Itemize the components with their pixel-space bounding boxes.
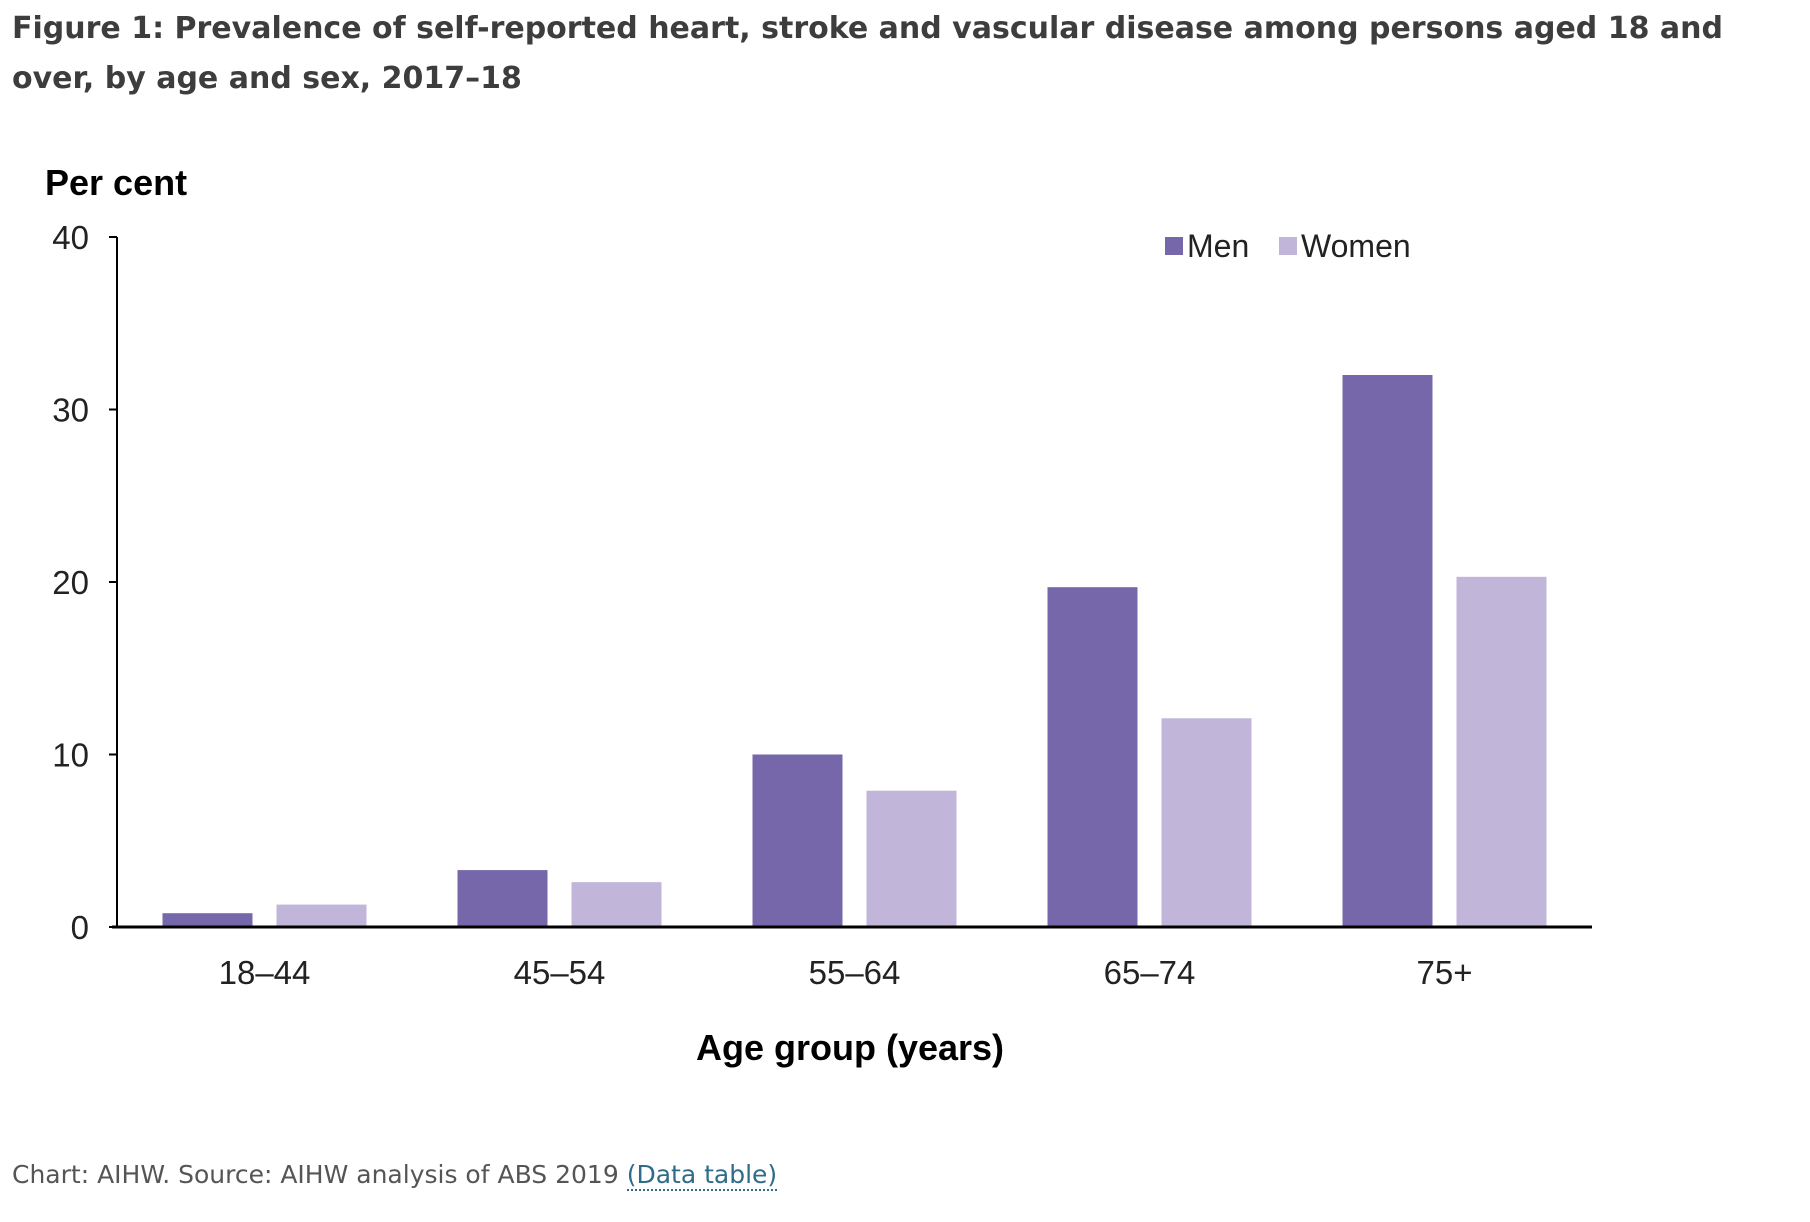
bar-men-3 — [1047, 587, 1138, 927]
bars-group — [162, 375, 1547, 927]
y-tick-label: 20 — [52, 564, 89, 601]
bar-women-2 — [866, 790, 957, 927]
x-tick-label: 65–74 — [1104, 954, 1196, 991]
x-axis-title: Age group (years) — [696, 1027, 1004, 1068]
chart-container: Per cent 0 10 20 30 40 18–44 45–54 55–64 65–74 7… — [0, 150, 1810, 1100]
bar-men-1 — [457, 870, 548, 927]
y-axis-title: Per cent — [45, 162, 187, 203]
bar-women-1 — [571, 882, 662, 927]
bar-men-2 — [752, 754, 843, 927]
bar-men-0 — [162, 913, 253, 927]
x-axis-labels: 18–44 45–54 55–64 65–74 75+ — [219, 954, 1473, 991]
bar-chart: Per cent 0 10 20 30 40 18–44 45–54 55–64 65–74 7… — [45, 162, 1592, 1068]
chart-source: Chart: AIHW. Source: AIHW analysis of AB… — [12, 1160, 778, 1191]
y-tick-label: 30 — [52, 392, 89, 429]
x-tick-label: 55–64 — [809, 954, 901, 991]
y-tick-label: 0 — [71, 909, 89, 946]
bar-men-4 — [1342, 375, 1433, 927]
bar-women-0 — [276, 904, 367, 927]
x-tick-label: 45–54 — [514, 954, 606, 991]
legend-swatch-women — [1279, 237, 1297, 255]
bar-women-3 — [1161, 718, 1252, 927]
x-tick-label: 18–44 — [219, 954, 311, 991]
data-table-link[interactable]: (Data table) — [626, 1160, 778, 1191]
y-axis-ticks: 0 10 20 30 40 — [52, 219, 117, 946]
legend-label-men: Men — [1187, 228, 1249, 264]
legend-swatch-men — [1165, 237, 1183, 255]
legend: Men Women — [1165, 228, 1411, 264]
figure-title: Figure 1: Prevalence of self-reported he… — [12, 11, 1723, 96]
y-tick-label: 10 — [52, 737, 89, 774]
x-tick-label: 75+ — [1417, 954, 1473, 991]
legend-label-women: Women — [1301, 228, 1411, 264]
bar-women-4 — [1456, 576, 1547, 927]
source-text: Chart: AIHW. Source: AIHW analysis of AB… — [12, 1160, 627, 1189]
y-tick-label: 40 — [52, 219, 89, 256]
